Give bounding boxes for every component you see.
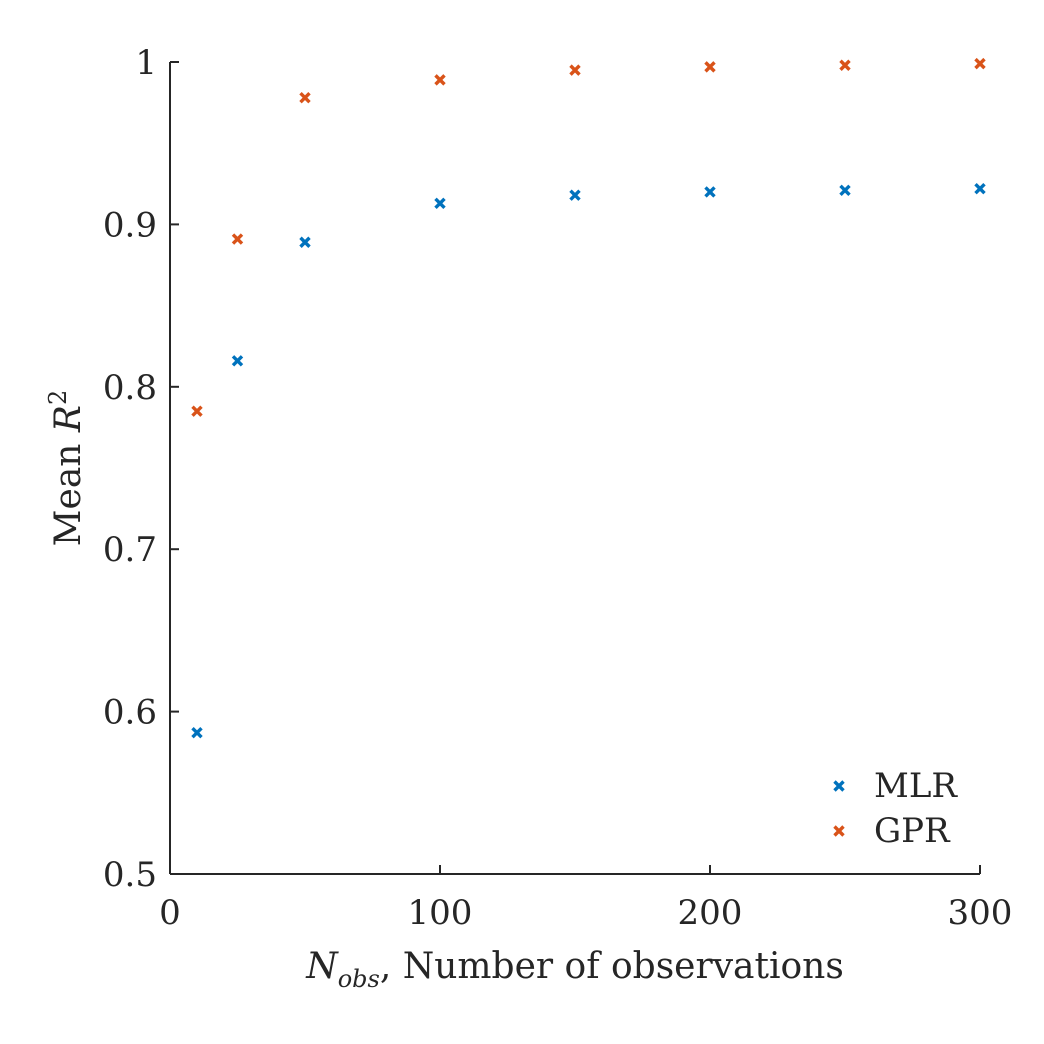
point-gpr: [191, 405, 203, 417]
axes: [169, 62, 980, 875]
legend-marker-gpr: [833, 825, 845, 837]
y-tick-label: 0.8: [103, 368, 157, 408]
y-tick-label: 0.7: [103, 530, 157, 570]
data-markers: [191, 57, 986, 739]
ticks: 0 100 200 300 0.5 0.6 0.7 0.8 0.9 1: [103, 43, 1013, 933]
legend-label-gpr: GPR: [874, 811, 951, 851]
y-tick-label: 0.5: [103, 855, 157, 895]
y-axis-label-symbol: R: [48, 405, 89, 433]
legend-item-mlr: MLR: [833, 766, 958, 806]
series-gpr: [191, 57, 986, 417]
point-mlr: [839, 184, 851, 196]
point-mlr: [434, 197, 446, 209]
y-tick-label: 1: [135, 43, 157, 83]
x-axis-label-rest: , Number of observations: [380, 946, 844, 987]
x-axis-label-main: N: [305, 946, 339, 987]
x-tick-label: 0: [159, 893, 181, 933]
series-mlr: [191, 182, 986, 739]
point-mlr: [231, 355, 244, 367]
y-tick-label: 0.6: [103, 693, 157, 733]
point-mlr: [191, 727, 203, 739]
legend-item-gpr: GPR: [833, 811, 951, 851]
y-tick-label: 0.9: [103, 205, 157, 245]
point-gpr: [299, 92, 311, 104]
legend-label-mlr: MLR: [874, 766, 958, 806]
y-axis-label-prefix: Mean: [48, 432, 89, 546]
point-mlr: [299, 236, 311, 248]
point-gpr: [569, 64, 581, 76]
point-gpr: [839, 59, 851, 71]
x-tick-label: 100: [408, 893, 473, 933]
point-mlr: [704, 186, 716, 198]
x-axis-label-subscript: obs: [338, 965, 380, 993]
legend: MLR GPR: [833, 766, 958, 851]
point-gpr: [231, 233, 244, 245]
x-axis-label: Nobs, Number of observations: [305, 946, 844, 993]
y-axis-label: Mean R2: [44, 390, 89, 547]
y-axis-label-superscript: 2: [44, 390, 72, 405]
point-gpr: [704, 61, 716, 73]
legend-marker-mlr: [833, 780, 845, 792]
point-gpr: [434, 74, 446, 86]
point-mlr: [974, 182, 986, 195]
x-tick-label: 300: [948, 893, 1013, 933]
x-tick-label: 200: [678, 893, 743, 933]
point-gpr: [974, 57, 986, 70]
point-mlr: [569, 189, 581, 201]
